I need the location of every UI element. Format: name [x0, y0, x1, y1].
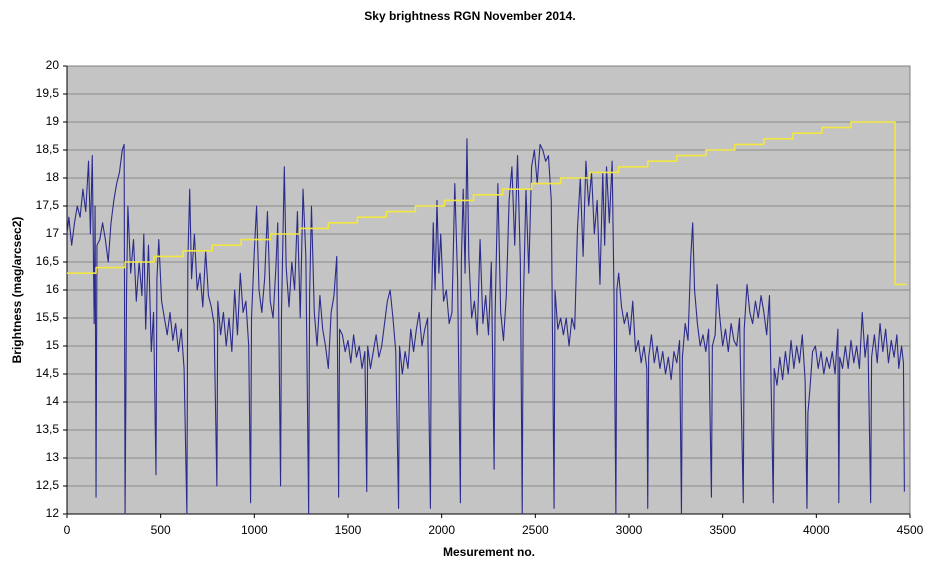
x-tick-label: 500	[151, 523, 171, 537]
x-tick-label: 0	[64, 523, 71, 537]
y-tick-label: 18	[46, 170, 60, 184]
y-tick-label: 12	[46, 506, 60, 520]
x-tick-label: 4500	[897, 523, 924, 537]
x-tick-label: 2500	[522, 523, 549, 537]
y-tick-label: 15	[46, 338, 60, 352]
x-tick-label: 1000	[241, 523, 268, 537]
x-tick-label: 4000	[803, 523, 830, 537]
x-tick-label: 1500	[335, 523, 362, 537]
y-tick-label: 14	[46, 394, 60, 408]
y-tick-label: 12,5	[36, 478, 60, 492]
y-tick-label: 14,5	[36, 366, 60, 380]
y-tick-label: 18,5	[36, 142, 60, 156]
chart-title: Sky brightness RGN November 2014.	[364, 9, 575, 23]
y-tick-label: 13,5	[36, 422, 60, 436]
y-tick-label: 19	[46, 114, 60, 128]
y-axis-label: Brightness (mag/arcsec2)	[10, 217, 24, 364]
x-tick-label: 2000	[428, 523, 455, 537]
x-axis-label: Mesurement no.	[443, 545, 535, 559]
y-tick-label: 13	[46, 450, 60, 464]
y-tick-label: 17	[46, 226, 60, 240]
y-tick-label: 16,5	[36, 254, 60, 268]
data-line	[66, 138, 905, 515]
y-tick-label: 20	[46, 58, 60, 72]
data-line	[67, 121, 907, 286]
y-tick-label: 17,5	[36, 198, 60, 212]
y-tick-label: 15,5	[36, 310, 60, 324]
x-tick-label: 3000	[616, 523, 643, 537]
y-tick-label: 16	[46, 282, 60, 296]
x-tick-label: 3500	[709, 523, 736, 537]
y-tick-label: 19,5	[36, 86, 60, 100]
